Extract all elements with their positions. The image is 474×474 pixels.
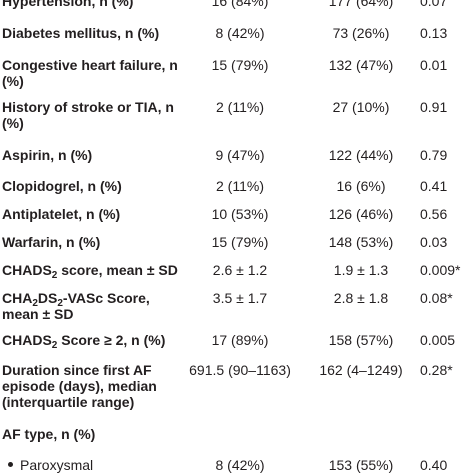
group1-value: 16 (84%) [211, 0, 269, 9]
p-value: 0.28* [420, 362, 453, 378]
group2-value: 126 (46%) [328, 206, 394, 222]
label-text: CHA [2, 290, 33, 306]
row-label: History of stroke or TIA, n (%) [2, 99, 174, 131]
group2-value: 16 (6%) [336, 178, 386, 194]
label-text: Score ≥ 2, n (%) [57, 332, 166, 348]
group2-value: 177 (64%) [328, 0, 394, 9]
row-label: Duration since first AF episode (days), … [2, 362, 157, 410]
group2-value: 2.8 ± 1.8 [333, 290, 389, 306]
row-label: Aspirin, n (%) [2, 147, 93, 163]
group1-value: 9 (47%) [215, 147, 265, 163]
group1-value: 15 (79%) [211, 234, 269, 250]
group1-value: 17 (89%) [211, 332, 269, 348]
p-value: 0.40 [420, 457, 448, 473]
group2-value: 27 (10%) [332, 99, 390, 115]
group1-value: 10 (53%) [211, 206, 269, 222]
p-value: 0.009* [420, 262, 461, 278]
group2-value: 153 (55%) [328, 457, 394, 473]
label-text: DS [37, 290, 58, 306]
p-value: 0.41 [420, 178, 448, 194]
p-value: 0.08* [420, 290, 453, 306]
row-label: CHA2DS2-VASc Score, mean ± SD [2, 290, 182, 322]
group1-value: 2.6 ± 1.2 [212, 262, 268, 278]
label-subscript: 2 [51, 270, 58, 281]
row-label: Hypertension, n (%) [2, 0, 134, 9]
bullet-icon [8, 462, 13, 467]
label-subscript: 2 [32, 298, 38, 309]
p-value: 0.03 [420, 234, 448, 250]
row-label: CHADS2 Score ≥ 2, n (%) [2, 332, 182, 351]
group1-value: 8 (42%) [215, 25, 265, 41]
label-subscript: 2 [51, 340, 58, 351]
row-label: Warfarin, n (%) [2, 234, 101, 250]
label-text: Paroxysmal [20, 457, 94, 473]
label-text: score, mean ± SD [57, 262, 178, 278]
row-label: Clopidogrel, n (%) [2, 178, 122, 194]
group1-value: 691.5 (90–1163) [189, 362, 291, 378]
p-value: 0.56 [420, 206, 448, 222]
group2-value: 73 (26%) [332, 25, 390, 41]
p-value: 0.13 [420, 25, 448, 41]
p-value: 0.79 [420, 147, 448, 163]
row-label: Paroxysmal [2, 457, 188, 473]
label-text: -VASc Score, mean ± SD [2, 290, 150, 322]
label-text: CHADS [2, 262, 52, 278]
row-label: CHADS2 score, mean ± SD [2, 262, 182, 281]
group1-value: 8 (42%) [215, 457, 265, 473]
row-label: AF type, n (%) [2, 426, 96, 442]
group2-value: 148 (53%) [328, 234, 394, 250]
group1-value: 2 (11%) [216, 99, 264, 115]
row-label: Antiplatelet, n (%) [2, 206, 121, 222]
group1-value: 15 (79%) [211, 57, 269, 73]
p-value: 0.91 [420, 99, 448, 115]
group1-value: 2 (11%) [216, 178, 264, 194]
group2-value: 162 (4–1249) [319, 362, 403, 378]
label-text: CHADS [2, 332, 52, 348]
p-value: 0.01 [420, 57, 448, 73]
group2-value: 1.9 ± 1.3 [333, 262, 389, 278]
p-value: 0.005 [420, 332, 456, 348]
p-value: 0.07 [420, 0, 448, 9]
group1-value: 3.5 ± 1.7 [212, 290, 268, 306]
group2-value: 132 (47%) [328, 57, 394, 73]
group2-value: 122 (44%) [328, 147, 394, 163]
row-label: Congestive heart failure, n (%) [2, 57, 178, 89]
row-label: Diabetes mellitus, n (%) [2, 25, 160, 41]
label-subscript: 2 [57, 298, 63, 309]
group2-value: 158 (57%) [328, 332, 394, 348]
